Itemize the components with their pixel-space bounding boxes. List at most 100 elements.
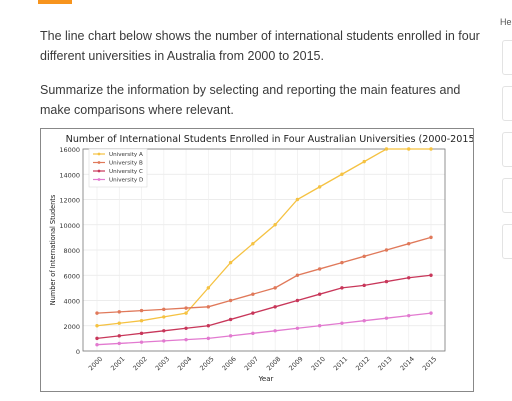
data-point: [407, 313, 411, 318]
x-tick-label: 2001: [109, 355, 126, 372]
data-point: [184, 326, 188, 330]
data-point: [251, 292, 255, 296]
legend-label: University A: [109, 152, 143, 158]
data-point: [162, 315, 166, 319]
data-point: [139, 308, 144, 313]
x-tick-label: 2002: [131, 355, 148, 372]
data-point: [429, 311, 433, 315]
series-line: [96, 312, 432, 346]
x-tick-label: 2005: [198, 355, 215, 372]
data-point: [206, 324, 211, 328]
data-point: [117, 334, 121, 338]
series-line: [96, 236, 432, 314]
data-point: [162, 339, 166, 343]
data-point: [384, 316, 389, 320]
legend-marker: [97, 169, 101, 173]
x-tick-label: 2012: [354, 355, 371, 372]
data-point: [117, 321, 121, 325]
data-point: [162, 307, 166, 312]
y-tick-label: 2000: [63, 323, 80, 331]
data-point: [295, 273, 300, 277]
y-tick-label: 0: [76, 348, 80, 356]
x-tick-label: 2008: [265, 355, 282, 372]
data-point: [162, 329, 166, 333]
x-tick-label: 2006: [221, 355, 238, 372]
data-point: [251, 331, 255, 336]
data-point: [362, 283, 366, 288]
x-axis-label: Year: [258, 375, 274, 383]
data-point: [340, 172, 344, 176]
data-point: [273, 223, 277, 227]
legend-label: University C: [109, 169, 143, 175]
data-point: [340, 286, 344, 290]
x-tick-label: 2004: [176, 355, 193, 372]
data-point: [429, 273, 433, 277]
data-point: [429, 235, 433, 240]
data-point: [95, 342, 99, 347]
data-point: [362, 319, 366, 323]
data-point: [317, 185, 322, 189]
data-point: [384, 279, 389, 284]
data-point: [273, 305, 277, 309]
data-point: [317, 267, 322, 271]
y-tick-label: 16000: [59, 146, 80, 154]
data-point: [95, 324, 99, 328]
x-tick-label: 2011: [332, 355, 349, 372]
y-tick-label: 12000: [59, 197, 80, 205]
data-point: [340, 260, 344, 265]
legend-marker: [97, 152, 101, 156]
y-axis-label: Number of International Students: [49, 194, 57, 305]
x-tick-label: 2007: [243, 355, 260, 372]
data-point: [228, 260, 233, 265]
data-point: [429, 147, 433, 151]
data-point: [139, 319, 144, 323]
x-tick-label: 2014: [399, 355, 416, 372]
data-point: [139, 331, 144, 336]
data-point: [273, 329, 277, 333]
data-point: [295, 298, 300, 303]
x-tick-label: 2000: [87, 355, 104, 372]
data-point: [184, 306, 188, 310]
data-point: [384, 248, 389, 252]
series-line: [96, 274, 432, 340]
data-point: [407, 147, 411, 151]
task-description: The line chart below shows the number of…: [40, 29, 480, 63]
data-point: [362, 159, 366, 164]
data-point: [317, 324, 322, 328]
data-point: [251, 311, 255, 315]
side-panel-box[interactable]: [502, 86, 512, 121]
data-point: [228, 334, 233, 338]
side-panel-box[interactable]: [502, 40, 512, 75]
series-line: [96, 148, 431, 327]
data-point: [228, 317, 233, 322]
legend-marker: [97, 161, 101, 164]
data-point: [139, 340, 144, 344]
data-point: [206, 336, 211, 341]
y-tick-label: 8000: [63, 247, 80, 255]
data-point: [295, 197, 300, 202]
y-tick-label: 6000: [63, 272, 80, 280]
data-point: [95, 311, 99, 315]
data-point: [340, 321, 344, 325]
side-panel-box[interactable]: [502, 132, 512, 167]
y-tick-label: 10000: [59, 222, 80, 230]
data-point: [384, 147, 389, 151]
x-tick-label: 2010: [310, 355, 327, 372]
x-tick-label: 2015: [421, 355, 438, 372]
y-tick-label: 4000: [63, 298, 80, 306]
x-tick-label: 2013: [376, 355, 393, 372]
line-chart: Number of International Students Enrolle…: [49, 134, 478, 383]
side-panel-box[interactable]: [502, 224, 512, 259]
data-point: [228, 298, 233, 303]
data-point: [206, 305, 211, 309]
y-tick-label: 14000: [59, 171, 80, 179]
data-point: [407, 276, 411, 280]
x-tick-label: 2003: [154, 355, 171, 372]
data-point: [295, 326, 300, 330]
chart-image: Number of International Students Enrolle…: [40, 128, 478, 392]
side-panel-box[interactable]: [502, 178, 512, 213]
data-point: [317, 292, 322, 296]
data-point: [117, 341, 121, 346]
data-point: [273, 286, 277, 290]
data-point: [206, 286, 211, 290]
